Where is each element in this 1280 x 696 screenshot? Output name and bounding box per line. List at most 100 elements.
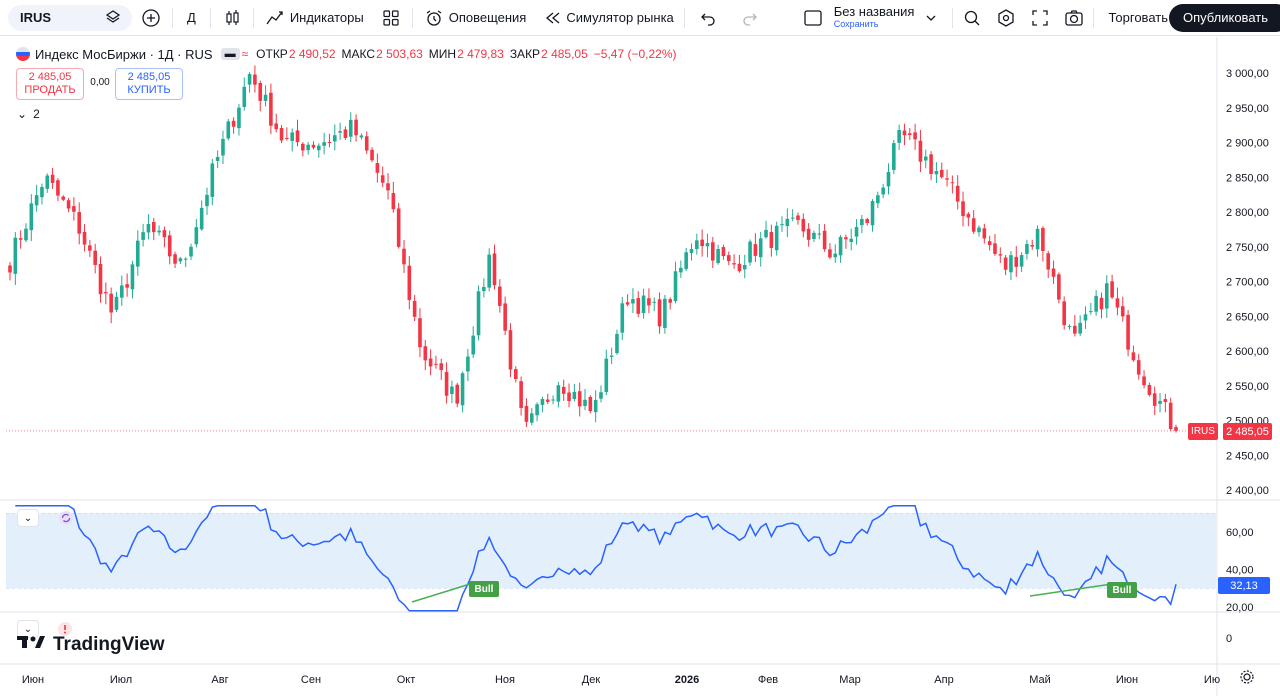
divider — [172, 7, 173, 28]
candle-body — [194, 227, 199, 245]
symbol-label: IRUS — [20, 10, 52, 25]
candle-body — [343, 129, 348, 138]
tradingview-logo[interactable]: TradingView — [17, 634, 165, 656]
candle-body — [737, 263, 742, 272]
sell-price: 2 485,05 — [28, 71, 72, 83]
candle-body — [641, 295, 646, 314]
symbol-search[interactable]: IRUS — [8, 4, 132, 31]
indicators-toggle[interactable]: ⌄ 2 — [17, 107, 40, 121]
rsi-sync-button[interactable] — [56, 509, 76, 527]
wave-icon[interactable]: ≈ — [241, 47, 249, 61]
pane2-alert-button[interactable] — [56, 620, 74, 638]
publish-button[interactable]: Опубликовать — [1168, 3, 1280, 32]
candle-body — [1131, 352, 1136, 361]
candle-body — [151, 221, 156, 233]
candle-body — [290, 132, 294, 141]
templates-button[interactable] — [372, 0, 410, 36]
candle-body — [482, 286, 486, 292]
undo-button[interactable] — [687, 0, 729, 36]
rsi-pane — [15, 505, 1177, 612]
candle-body — [253, 74, 257, 85]
interval-button[interactable]: Д — [187, 10, 196, 25]
axis-settings-button[interactable] — [1239, 669, 1255, 690]
time-axis-label: Апр — [934, 674, 953, 686]
candle-body — [167, 235, 172, 257]
candle-body — [955, 185, 960, 202]
candle-body — [673, 271, 678, 302]
alerts-button[interactable]: Оповещения — [415, 0, 535, 36]
chevron-down-icon: ⌄ — [23, 623, 33, 635]
candle-body — [492, 253, 497, 286]
price-axis-label: 3 000,00 — [1226, 68, 1269, 80]
candle-body — [231, 120, 236, 127]
chart-type-button[interactable] — [213, 0, 251, 36]
candle-body — [828, 249, 832, 258]
brand-name: TradingView — [53, 634, 165, 655]
fullscreen-icon — [1029, 7, 1051, 29]
candle-body — [806, 228, 811, 240]
candle-body — [689, 249, 694, 253]
candle-body — [242, 86, 247, 107]
russia-flag-icon — [16, 47, 30, 61]
candle-body — [524, 405, 529, 422]
quick-search-button[interactable] — [955, 0, 989, 36]
settings-button[interactable] — [989, 0, 1023, 36]
candle-body — [338, 131, 342, 133]
candle-body — [1158, 400, 1162, 404]
price-axis-label: 2 750,00 — [1226, 242, 1269, 254]
chevron-down-icon: ⌄ — [17, 107, 28, 121]
sell-label: ПРОДАТЬ — [24, 84, 76, 96]
rsi-collapse-button[interactable]: ⌄ — [17, 509, 39, 527]
candle-body — [934, 171, 939, 175]
chart-canvas[interactable]: 3 000,00 2 950,00 2 900,00 2 850,00 2 800,00… — [0, 37, 1280, 696]
divider — [683, 7, 685, 28]
candle-body — [1078, 322, 1082, 334]
candle-body — [77, 212, 82, 234]
layout-menu[interactable]: Без названия Сохранить — [794, 0, 951, 36]
indicators-label: Индикаторы — [289, 10, 364, 25]
time-axis-label: Окт — [397, 674, 416, 686]
candle-body — [705, 243, 710, 247]
candle-body — [428, 358, 433, 367]
candle-body — [45, 175, 50, 189]
candle-body — [141, 232, 145, 240]
last-price-tag: 2 485,05 — [1223, 423, 1272, 440]
sell-button[interactable]: 2 485,05 ПРОДАТЬ — [16, 68, 84, 100]
redo-button[interactable] — [729, 0, 771, 36]
buy-button[interactable]: 2 485,05 КУПИТЬ — [115, 68, 183, 100]
compare-plus-icon[interactable] — [102, 7, 124, 29]
legend-close-value: 2 485,05 — [541, 47, 588, 61]
snapshot-button[interactable] — [1057, 0, 1091, 36]
candle-body — [444, 371, 449, 396]
undo-icon — [697, 7, 719, 29]
candle-body — [434, 363, 438, 365]
candle-body — [721, 247, 726, 257]
candle-body — [529, 413, 534, 423]
candle-body — [657, 299, 662, 327]
candle-body — [396, 208, 401, 247]
replay-button[interactable]: Симулятор рынка — [534, 0, 681, 36]
candle-body — [88, 245, 92, 251]
chart-legend: Индекс МосБиржи · 1Д · RUS ▬ ≈ ОТКР 2 49… — [16, 45, 683, 63]
candle-body — [892, 143, 896, 170]
legend-title[interactable]: Индекс МосБиржи · 1Д · RUS — [35, 46, 213, 62]
add-symbol-button[interactable] — [132, 0, 170, 36]
trade-button[interactable]: Торговать — [1108, 10, 1168, 25]
indicators-button[interactable]: Индикаторы — [256, 0, 372, 36]
candle-body — [1147, 384, 1152, 395]
time-axis-label: Июн — [22, 674, 44, 686]
candle-body — [1014, 256, 1019, 267]
price-series — [8, 65, 1178, 433]
candle-body — [375, 163, 380, 173]
candle-body — [364, 136, 369, 151]
candle-body — [982, 228, 987, 239]
candle-body — [56, 180, 60, 196]
candle-body — [716, 249, 720, 264]
candle-body — [1062, 301, 1066, 326]
fullscreen-button[interactable] — [1023, 0, 1057, 36]
candle-body — [498, 286, 502, 306]
candle-body — [247, 74, 252, 85]
candle-body — [487, 254, 491, 288]
pane2-axis-label: 0 — [1226, 633, 1232, 645]
eye-badge-icon[interactable]: ▬ — [220, 48, 240, 60]
